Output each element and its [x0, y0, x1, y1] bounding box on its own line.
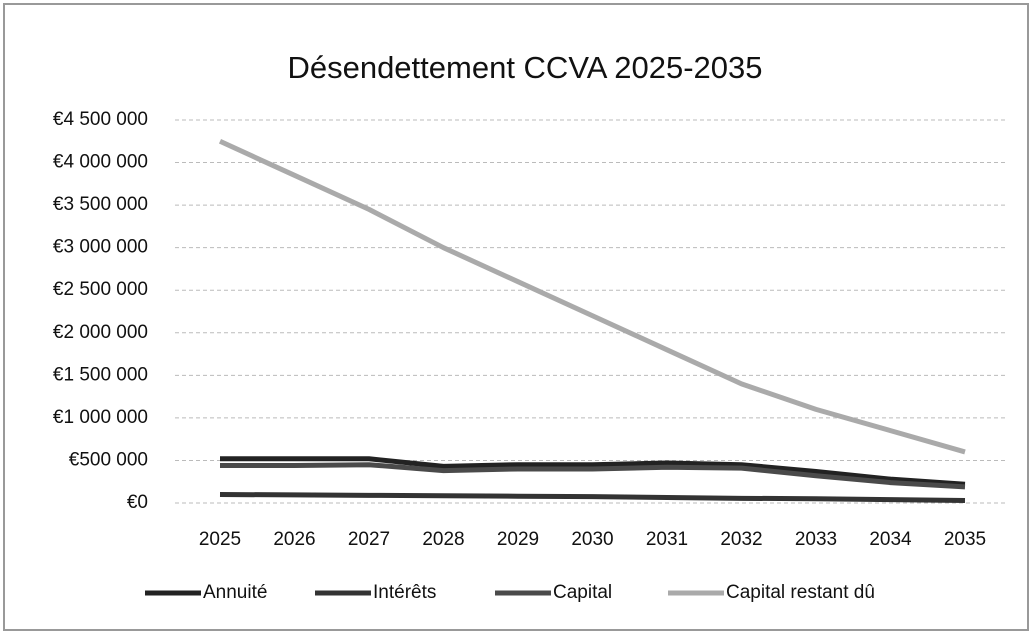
series-line	[220, 462, 966, 490]
x-tick-label: 2034	[869, 529, 912, 550]
y-tick-label: €4 000 000	[53, 152, 148, 173]
chart-title: Désendettement CCVA 2025-2035	[287, 50, 762, 85]
x-tick-label: 2031	[646, 529, 688, 550]
y-tick-label: €2 000 000	[53, 322, 148, 343]
x-tick-label: 2025	[199, 529, 241, 550]
x-tick-label: 2029	[497, 529, 539, 550]
y-tick-label: €1 000 000	[53, 407, 148, 428]
legend-label: Capital	[553, 582, 612, 603]
y-tick-label: €4 500 000	[53, 109, 148, 130]
x-tick-label: 2027	[348, 529, 390, 550]
series-line	[219, 491, 966, 503]
y-tick-label: €1 500 000	[53, 364, 148, 385]
y-tick-label: €500 000	[69, 449, 148, 470]
x-tick-label: 2030	[571, 529, 613, 550]
series-line	[220, 456, 966, 487]
y-tick-label: €2 500 000	[53, 279, 148, 300]
y-tick-label: €3 500 000	[53, 194, 148, 215]
x-tick-label: 2028	[422, 529, 464, 550]
x-tick-label: 2033	[795, 529, 837, 550]
chart-frame	[3, 3, 1029, 631]
legend-label: Intérêts	[373, 582, 436, 603]
y-tick-label: €0	[127, 492, 148, 513]
legend-label: Annuité	[203, 582, 267, 603]
series-line	[218, 139, 966, 455]
x-tick-label: 2032	[720, 529, 762, 550]
legend-label: Capital restant dû	[726, 582, 875, 603]
y-tick-label: €3 000 000	[53, 237, 148, 258]
x-tick-label: 2035	[944, 529, 986, 550]
x-tick-label: 2026	[273, 529, 315, 550]
